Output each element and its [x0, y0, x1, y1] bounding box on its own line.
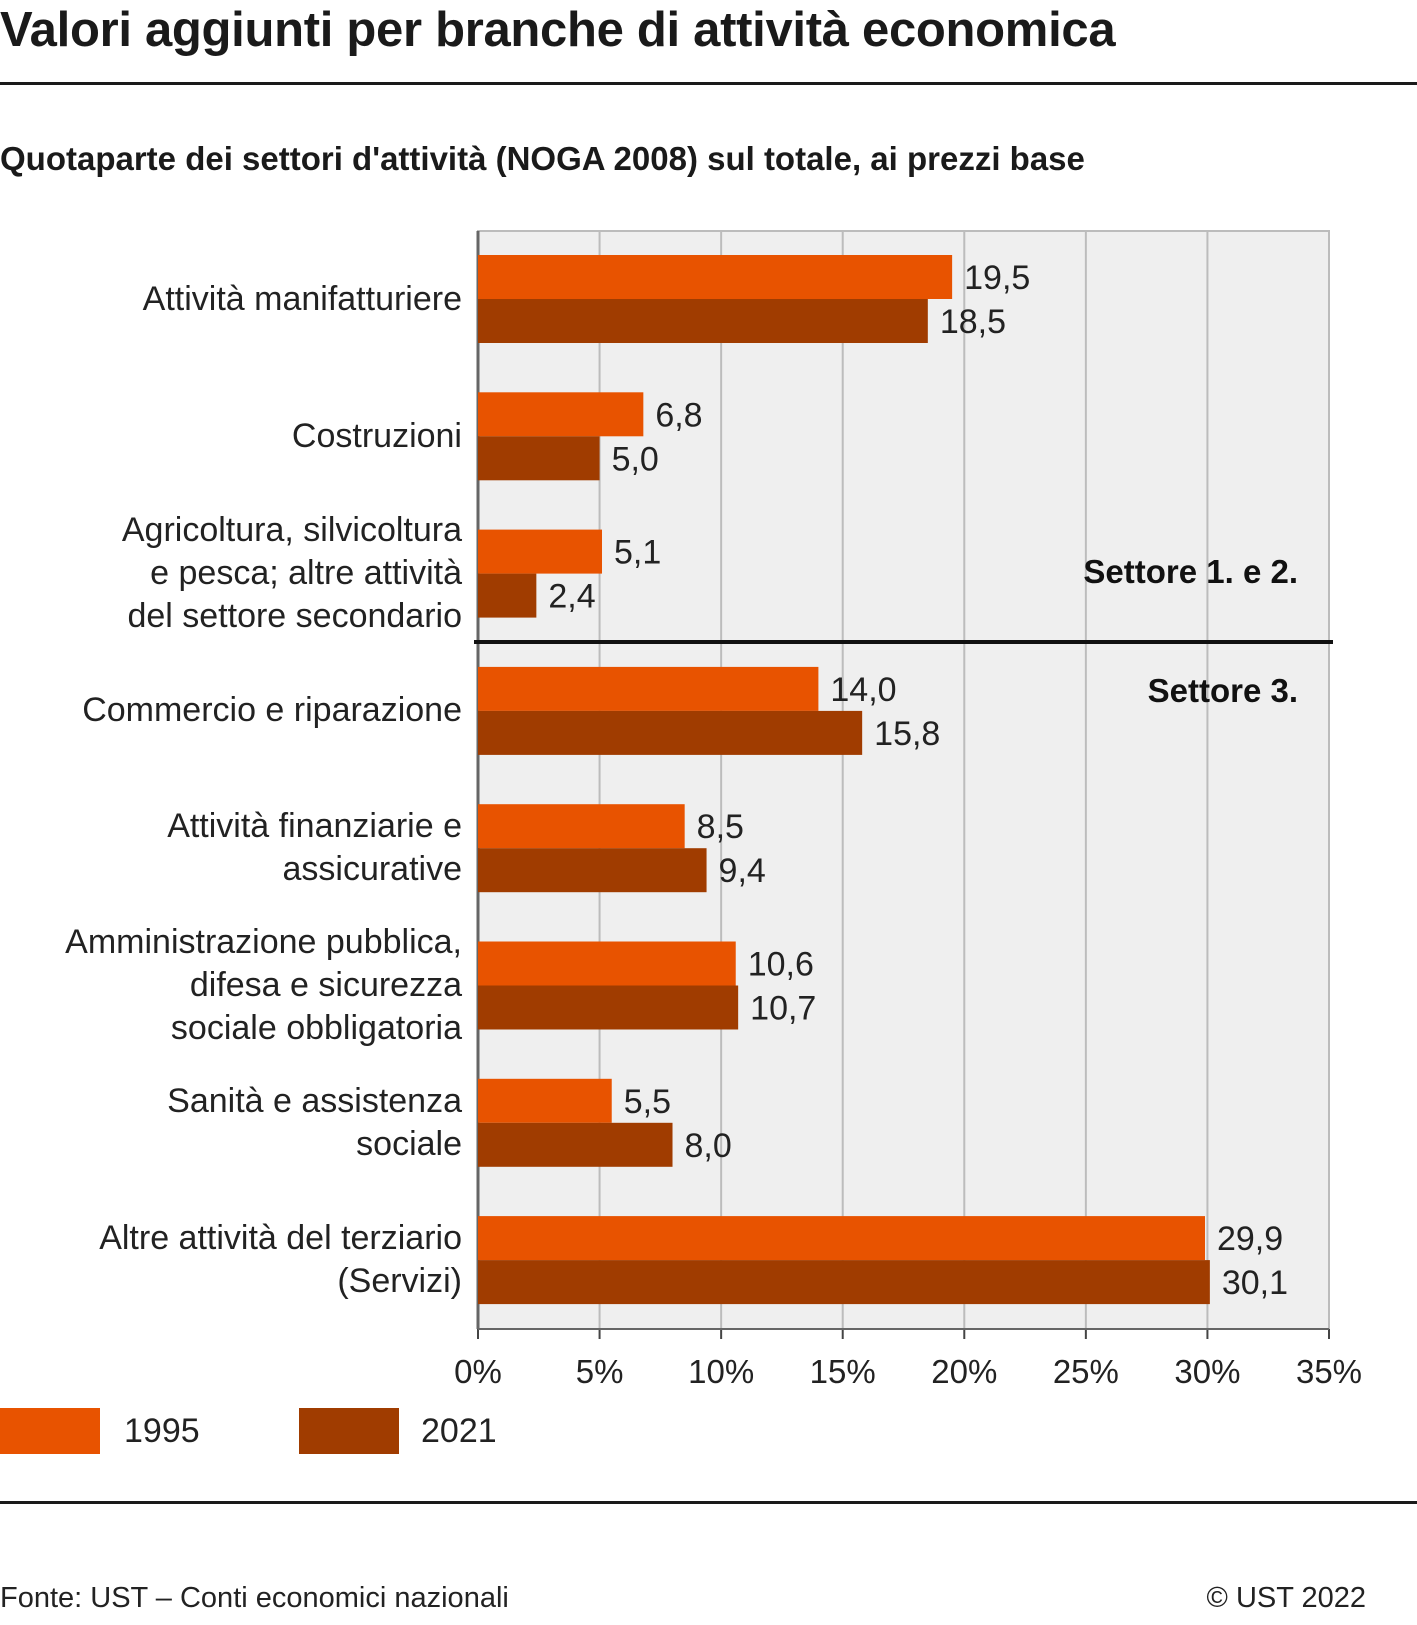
x-tick-label: 5%: [576, 1353, 624, 1390]
category-label: Agricoltura, silvicoltura e pesca; altre…: [121, 511, 462, 636]
data-label-2021: 2,4: [548, 578, 595, 616]
data-label-1995: 6,8: [655, 396, 702, 434]
bar-1995: [478, 392, 644, 437]
bar-1995: [478, 1216, 1205, 1261]
category-label: Attività manifatturiere: [142, 279, 462, 318]
bar-1995: [478, 529, 603, 574]
bar-2021: [478, 985, 739, 1030]
bar-2021: [478, 1260, 1210, 1305]
data-label-2021: 18,5: [940, 303, 1006, 341]
x-tick-label: 10%: [688, 1353, 754, 1390]
bar-2021: [478, 299, 928, 343]
data-label-1995: 5,5: [624, 1083, 671, 1121]
x-tick-label: 35%: [1296, 1353, 1362, 1390]
data-label-2021: 9,4: [719, 852, 766, 890]
sector-label: Settore 1. e 2.: [1083, 553, 1298, 590]
chart-title: Valori aggiunti per branche di attività …: [0, 3, 1116, 57]
x-tick-label: 15%: [810, 1353, 876, 1390]
title-rule: [0, 82, 1417, 85]
bar-2021: [478, 573, 537, 618]
bar-2021: [478, 1122, 673, 1167]
legend-label-1995: 1995: [124, 1412, 200, 1450]
category-label: Altre attività del terziario (Servizi): [99, 1219, 462, 1301]
x-tick-label: 30%: [1174, 1353, 1240, 1390]
x-tick-label: 20%: [931, 1353, 997, 1390]
legend-swatch-1995: [0, 1408, 100, 1454]
data-label-2021: 30,1: [1222, 1264, 1288, 1302]
bar-1995: [478, 941, 736, 986]
data-label-2021: 5,0: [612, 440, 659, 478]
data-label-1995: 19,5: [964, 259, 1030, 297]
data-label-1995: 5,1: [614, 534, 661, 572]
bar-2021: [478, 436, 600, 481]
data-label-1995: 8,5: [697, 808, 744, 846]
category-label: Commercio e riparazione: [82, 691, 462, 730]
category-label: Sanità e assistenza sociale: [167, 1081, 462, 1163]
data-label-2021: 10,7: [750, 990, 816, 1028]
source-note: Fonte: UST – Conti economici nazionali: [0, 1582, 509, 1614]
x-tick-label: 0%: [454, 1353, 502, 1390]
category-label: Costruzioni: [291, 416, 462, 455]
sector-label: Settore 3.: [1148, 672, 1298, 709]
bar-2021: [478, 848, 707, 893]
footer-rule: [0, 1501, 1417, 1504]
bar-1995: [478, 666, 819, 711]
data-label-2021: 8,0: [685, 1127, 732, 1165]
x-tick-label: 25%: [1053, 1353, 1119, 1390]
copyright: © UST 2022: [1206, 1582, 1366, 1614]
data-label-1995: 10,6: [748, 946, 814, 984]
data-label-2021: 15,8: [874, 715, 940, 753]
legend-label-2021: 2021: [421, 1412, 497, 1450]
bar-1995: [478, 255, 953, 299]
data-label-1995: 29,9: [1217, 1220, 1283, 1258]
category-label: Amministrazione pubblica, difesa e sicur…: [65, 923, 462, 1047]
data-label-1995: 14,0: [830, 671, 896, 709]
legend-swatch-2021: [299, 1408, 399, 1454]
bar-1995: [478, 1078, 612, 1123]
bar-2021: [478, 710, 863, 755]
category-label: Attività finanziarie e assicurative: [167, 807, 462, 889]
chart-subtitle: Quotaparte dei settori d'attività (NOGA …: [0, 140, 1085, 177]
bar-1995: [478, 804, 685, 849]
